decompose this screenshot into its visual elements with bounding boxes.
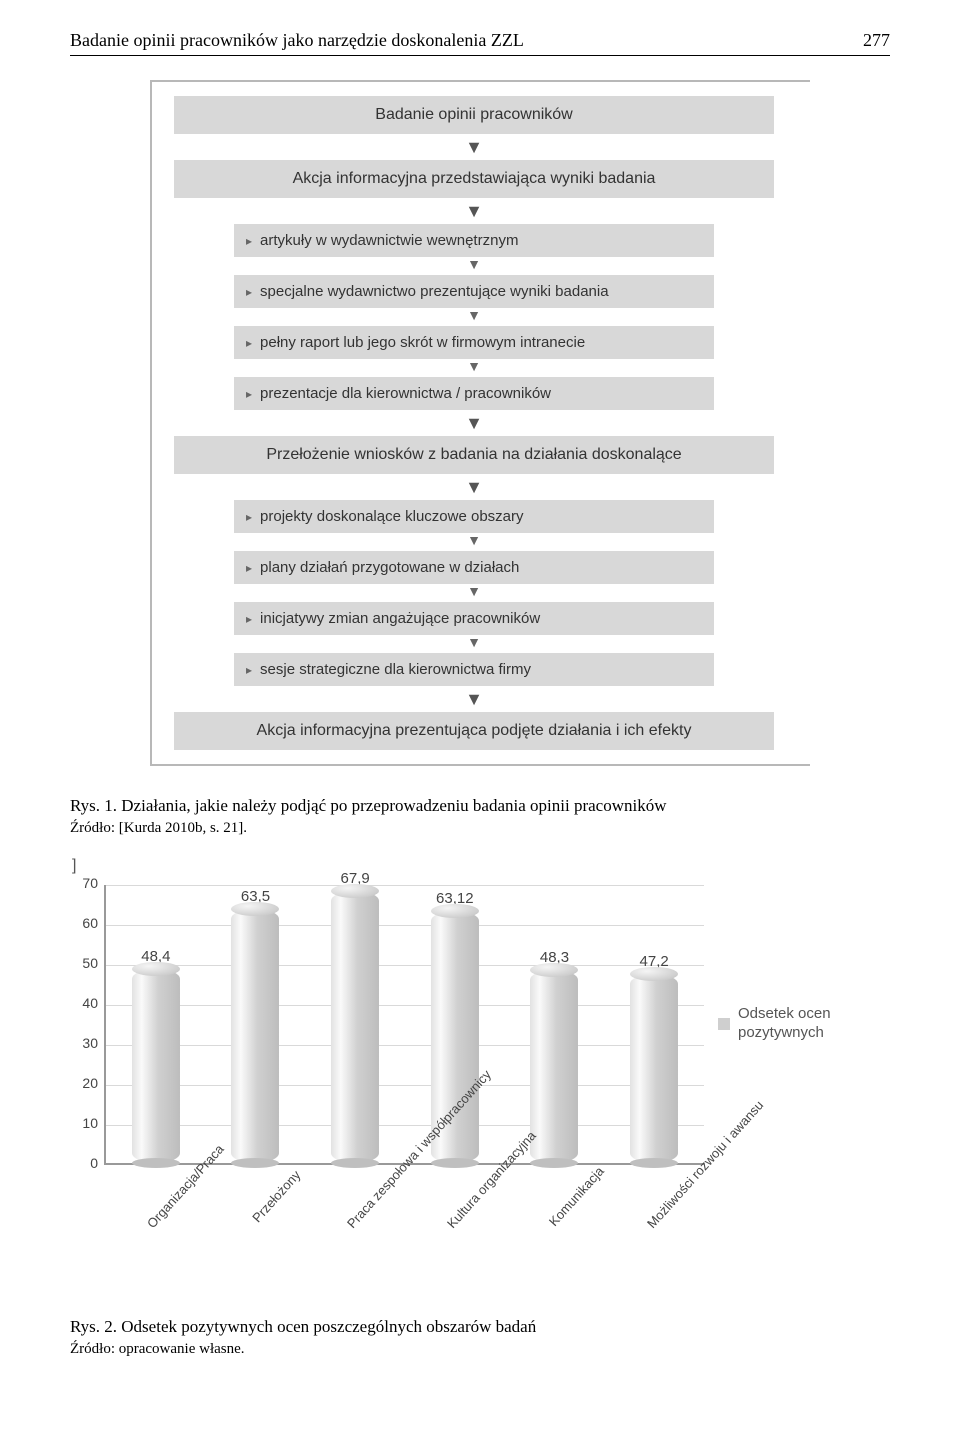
flow-arrow-icon: ▼ [234, 312, 714, 322]
flow-arrow-icon: ▼ [234, 639, 714, 649]
flow-sub-box: prezentacje dla kierownictwa / pracownik… [234, 377, 714, 410]
flow-sub-box: specjalne wydawnictwo prezentujące wynik… [234, 275, 714, 308]
legend-label: Odsetek ocenpozytywnych [738, 1005, 831, 1041]
x-category-label: Organizacja/Praca [144, 1162, 209, 1231]
fig1-label: Rys. 1. [70, 796, 117, 815]
flow-arrow-icon: ▼ [174, 202, 774, 220]
x-category-label: Możliwości rozwoju i awansu [644, 1162, 709, 1231]
x-category-label: Praca zespołowa i współpracownicy [344, 1162, 409, 1231]
fig2-source: Źródło: opracowanie własne. [70, 1341, 890, 1358]
page-number: 277 [863, 30, 890, 51]
flowchart-container: Badanie opinii pracowników ▼ Akcja informa… [150, 80, 810, 766]
flow-main-box: Akcja informacyjna przedstawiająca wynik… [174, 160, 774, 198]
running-header: Badanie opinii pracowników jako narzędzi… [70, 30, 890, 56]
bar-cylinder [530, 970, 578, 1163]
flow-arrow-icon: ▼ [174, 138, 774, 156]
bars-container: 48,463,567,963,1248,347,2 [106, 885, 704, 1163]
flow-main-box: Akcja informacyjna prezentująca podjęte … [174, 712, 774, 750]
bar-cylinder [231, 909, 279, 1163]
flow-main-box: Badanie opinii pracowników [174, 96, 774, 134]
x-category-label: Kultura organizacyjna [444, 1162, 509, 1231]
plot-area: 48,463,567,963,1248,347,2 [104, 885, 704, 1165]
fig2-caption: Rys. 2. Odsetek pozytywnych ocen poszcze… [70, 1317, 890, 1337]
legend-text: Odsetek ocenpozytywnych [738, 1005, 831, 1043]
y-axis: 010203040506070 [70, 875, 104, 1155]
bar-cylinder [132, 969, 180, 1163]
flow-sub-box: artykuły w wydawnictwie wewnętrznym [234, 224, 714, 257]
flow-sub-box: pełny raport lub jego skrót w firmowym i… [234, 326, 714, 359]
bar-chart: 010203040506070 48,463,567,963,1248,347,… [70, 885, 890, 1165]
flow-sub-box: projekty doskonalące kluczowe obszary [234, 500, 714, 533]
flow-arrow-icon: ▼ [174, 414, 774, 432]
flow-arrow-icon: ▼ [234, 363, 714, 373]
flow-arrow-icon: ▼ [174, 690, 774, 708]
bar-cylinder [331, 891, 379, 1163]
flow-arrow-icon: ▼ [234, 261, 714, 271]
flow-arrow-icon: ▼ [234, 588, 714, 598]
chart-bracket: ] [72, 857, 890, 875]
running-title: Badanie opinii pracowników jako narzędzi… [70, 30, 524, 51]
flow-sub-box: sesje strategiczne dla kierownictwa firm… [234, 653, 714, 686]
flow-main-box: Przełożenie wniosków z badania na działa… [174, 436, 774, 474]
bar-cylinder [630, 974, 678, 1163]
x-axis-area: Organizacja/PracaPrzełożonyPraca zespoło… [70, 1175, 890, 1295]
fig2-label: Rys. 2. [70, 1317, 117, 1336]
bar: 48,4 [128, 969, 184, 1163]
x-category-label: Przełożony [244, 1162, 309, 1231]
bar: 67,9 [327, 891, 383, 1163]
fig1-text: Działania, jakie należy podjąć po przepr… [121, 796, 666, 815]
x-category-label: Komunikacja [544, 1162, 609, 1231]
fig1-source: Źródło: [Kurda 2010b, s. 21]. [70, 820, 890, 837]
flow-sub-box: plany działań przygotowane w działach [234, 551, 714, 584]
flow-sub-box: inicjatywy zmian angażujące pracowników [234, 602, 714, 635]
fig2-text: Odsetek pozytywnych ocen poszczególnych … [121, 1317, 536, 1336]
bar: 47,2 [626, 974, 682, 1163]
flow-arrow-icon: ▼ [174, 478, 774, 496]
fig1-caption: Rys. 1. Działania, jakie należy podjąć p… [70, 796, 890, 816]
flow-arrow-icon: ▼ [234, 537, 714, 547]
legend-swatch [718, 1018, 730, 1030]
chart-legend: Odsetek ocenpozytywnych [718, 1005, 831, 1043]
x-axis-labels: Organizacja/PracaPrzełożonyPraca zespoło… [104, 1175, 704, 1190]
bar: 63,5 [227, 909, 283, 1163]
